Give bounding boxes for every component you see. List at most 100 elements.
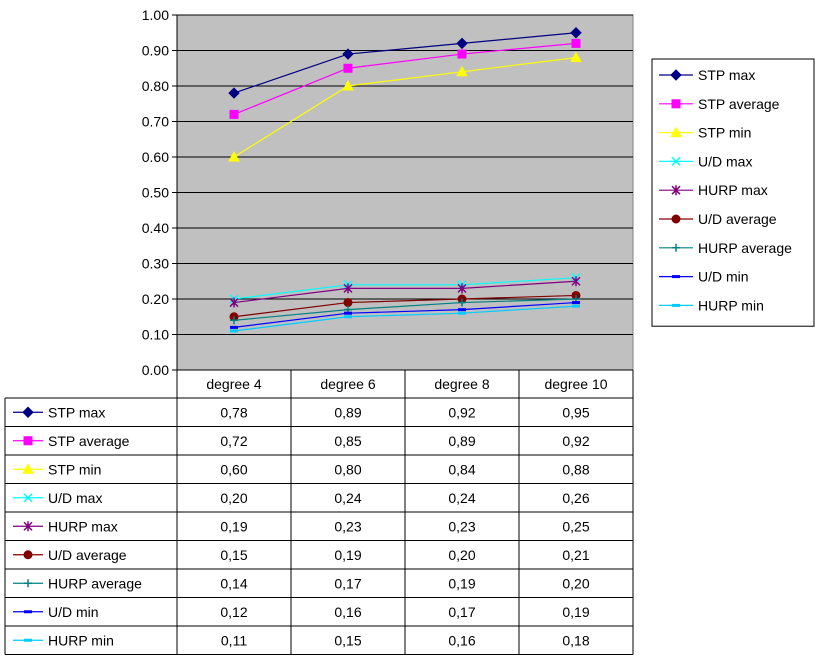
table-row <box>13 550 43 560</box>
data-label: 0,89 <box>334 404 361 420</box>
data-label: 0,12 <box>220 604 247 620</box>
table-row-label: HURP max <box>48 518 118 534</box>
table-row-label: U/D max <box>48 490 102 506</box>
data-point <box>570 27 582 39</box>
data-label: 0,25 <box>562 518 589 534</box>
series-5 <box>229 276 581 308</box>
data-label: 0,16 <box>448 632 475 648</box>
data-label: 0,95 <box>562 404 589 420</box>
data-point <box>342 79 354 91</box>
legend-item <box>659 126 693 138</box>
series-2 <box>229 38 581 119</box>
table-marker <box>23 493 33 503</box>
legend-item <box>659 275 693 279</box>
legend-item <box>659 214 693 224</box>
legend-item <box>659 99 693 109</box>
data-label: 0,15 <box>334 632 361 648</box>
data-label: 0,23 <box>334 518 361 534</box>
legend-item <box>659 243 693 252</box>
legend-marker <box>670 69 682 81</box>
y-tick-label: 0.80 <box>142 78 169 94</box>
data-point <box>229 297 239 308</box>
series-line <box>233 305 577 332</box>
data-point <box>228 150 240 162</box>
y-tick-label: 0.50 <box>142 185 169 201</box>
data-label: 0,20 <box>448 547 475 563</box>
legend-marker <box>672 275 680 279</box>
table-marker <box>23 521 33 532</box>
table-marker <box>22 406 34 418</box>
table-marker <box>22 463 34 474</box>
legend-label: U/D min <box>698 269 749 285</box>
data-label: 0,89 <box>448 433 475 449</box>
legend-marker <box>672 303 680 307</box>
legend-label: STP max <box>698 67 755 83</box>
x-tick-label: degree 8 <box>434 376 489 392</box>
x-tick-label: degree 4 <box>206 376 261 392</box>
data-point <box>570 51 582 63</box>
x-tick-label: degree 6 <box>320 376 375 392</box>
legend-label: HURP max <box>698 182 768 198</box>
series-line <box>233 57 577 158</box>
data-label: 0,26 <box>562 490 589 506</box>
y-tick-label: 1.00 <box>142 7 169 23</box>
series-8 <box>230 301 580 329</box>
table-row-label: STP average <box>48 433 130 449</box>
series-1 <box>228 27 582 99</box>
data-point <box>230 325 238 329</box>
data-point <box>228 87 240 99</box>
data-point <box>458 311 466 315</box>
table-row <box>13 610 43 614</box>
data-label: 0,17 <box>334 575 361 591</box>
table-row-label: U/D average <box>48 547 127 563</box>
data-label: 0,15 <box>220 547 247 563</box>
legend-label: STP average <box>698 96 780 112</box>
data-point <box>456 65 468 77</box>
data-point <box>457 283 467 294</box>
legend-label: STP min <box>698 125 751 141</box>
legend-marker <box>671 185 681 196</box>
series-line <box>233 298 577 321</box>
data-point <box>456 37 468 50</box>
data-label: 0,21 <box>562 547 589 563</box>
data-point <box>230 329 238 333</box>
data-label: 0,19 <box>220 518 247 534</box>
legend-item <box>659 185 693 196</box>
table-row <box>13 638 43 642</box>
data-point <box>343 298 353 308</box>
data-label: 0,24 <box>334 490 361 506</box>
legend-marker <box>672 243 680 252</box>
data-point <box>344 315 352 319</box>
table-marker <box>24 610 32 614</box>
data-label: 0,20 <box>220 490 247 506</box>
data-label: 0,16 <box>334 604 361 620</box>
legend-item <box>659 69 693 81</box>
legend-item <box>659 156 693 166</box>
table-row-label: HURP average <box>48 575 142 591</box>
data-point <box>342 48 354 60</box>
data-label: 0,19 <box>448 575 475 591</box>
table-row <box>13 406 43 418</box>
table-row-label: HURP min <box>48 632 114 648</box>
data-label: 0,72 <box>220 433 247 449</box>
table-marker <box>23 436 33 446</box>
legend-label: HURP average <box>698 240 792 256</box>
data-label: 0,20 <box>562 575 589 591</box>
data-label: 0,19 <box>334 547 361 563</box>
data-point <box>572 304 580 308</box>
series-line <box>233 294 577 318</box>
data-label: 0,19 <box>562 604 589 620</box>
legend-label: U/D max <box>698 153 752 169</box>
y-tick-label: 0.40 <box>142 220 169 236</box>
series-line <box>233 280 577 304</box>
legend-marker <box>671 214 681 224</box>
data-label: 0,11 <box>221 632 247 648</box>
table-row <box>13 463 43 474</box>
legend-marker <box>671 156 681 166</box>
data-label: 0,88 <box>562 461 589 477</box>
series-line <box>233 301 577 328</box>
data-point <box>571 38 581 48</box>
y-tick-label: 0.90 <box>142 43 169 59</box>
table-marker <box>23 550 33 560</box>
data-label: 0,92 <box>562 433 589 449</box>
